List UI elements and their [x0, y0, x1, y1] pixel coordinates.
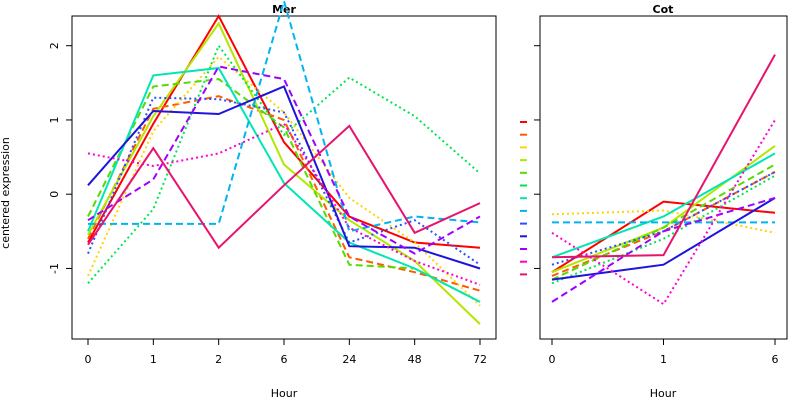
plot-frame-mer — [71, 15, 497, 340]
y-tick-label: -1 — [48, 263, 61, 274]
series-line-5 — [551, 163, 776, 281]
series-line-7 — [87, 66, 481, 303]
series-line-8 — [88, 0, 481, 233]
series-line-7 — [551, 152, 776, 259]
axis-ticks-mer: 0 1 2 6 24 48 72 -1 0 1 2 — [48, 42, 487, 366]
series-lines-cot — [551, 54, 776, 306]
y-tick-label: 2 — [48, 42, 61, 49]
panel-mer: Mer centered expression Hour 0 1 2 6 24 48 72 -… — [0, 0, 497, 400]
x-tick-label: 0 — [85, 353, 92, 366]
series-line-11 — [87, 65, 481, 255]
series-line-6 — [551, 174, 776, 285]
x-tick-label: 24 — [342, 353, 356, 366]
y-tick-label: 1 — [48, 116, 61, 123]
panel-cot: Cot Hour 0 1 6 — [534, 3, 788, 400]
series-line-13 — [87, 124, 481, 250]
series-line-9 — [551, 171, 776, 266]
series-line-1 — [87, 13, 481, 249]
panel-title-cot: Cot — [653, 3, 674, 16]
x-tick-label: 48 — [408, 353, 422, 366]
series-line-12 — [87, 122, 481, 286]
plot-frame-cot — [539, 15, 788, 340]
series-line-10 — [551, 197, 776, 281]
series-line-6 — [87, 43, 481, 284]
series-line-9 — [87, 96, 481, 266]
series-line-4 — [87, 21, 481, 325]
x-tick-label: 6 — [281, 353, 288, 366]
series-line-11 — [551, 196, 776, 303]
x-tick-label: 72 — [473, 353, 487, 366]
series-line-10 — [87, 85, 481, 270]
x-axis-label-cot: Hour — [650, 387, 677, 400]
series-line-2 — [87, 95, 481, 292]
y-tick-label: 0 — [48, 191, 61, 198]
panel-title-mer: Mer — [272, 3, 296, 16]
x-tick-label: 0 — [549, 353, 556, 366]
x-tick-label: 6 — [772, 353, 779, 366]
x-axis-label-mer: Hour — [271, 387, 298, 400]
series-line-2 — [551, 171, 776, 277]
series-line-3 — [87, 55, 481, 307]
axis-ticks-cot: 0 1 6 — [534, 45, 779, 366]
x-tick-label: 1 — [150, 353, 157, 366]
series-line-3 — [551, 209, 776, 234]
x-tick-label: 2 — [215, 353, 222, 366]
series-line-13 — [551, 54, 776, 259]
series-line-12 — [551, 119, 776, 306]
x-tick-label: 1 — [660, 353, 667, 366]
color-key — [520, 121, 527, 276]
y-axis-label: centered expression — [0, 137, 12, 249]
series-lines-mer — [87, 0, 481, 325]
